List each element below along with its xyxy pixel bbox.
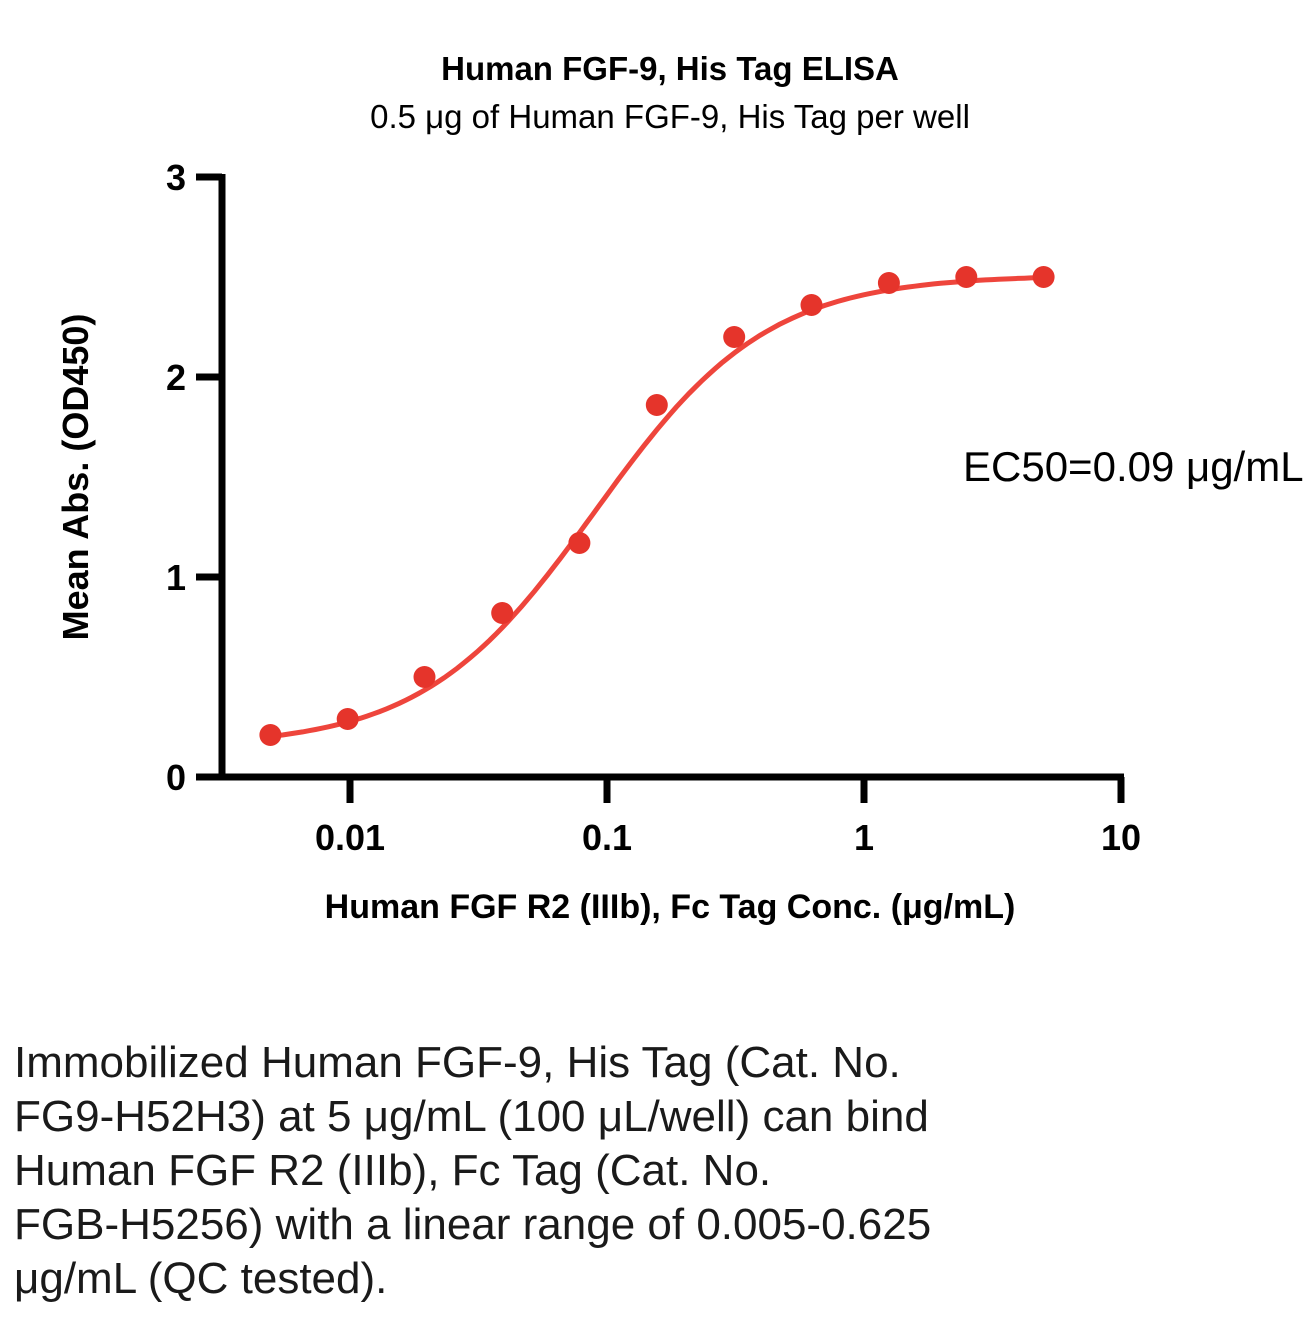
x-tick-label: 0.01 xyxy=(315,817,385,858)
x-tick-label: 0.1 xyxy=(582,817,632,858)
x-tick-label: 10 xyxy=(1101,817,1141,858)
data-point xyxy=(800,294,823,316)
data-point xyxy=(955,266,978,288)
data-point xyxy=(491,602,514,624)
data-point xyxy=(645,394,668,416)
description-line: μg/mL (QC tested). xyxy=(14,1254,388,1303)
data-point xyxy=(1032,266,1055,288)
data-point xyxy=(413,666,436,688)
description-line: Immobilized Human FGF-9, His Tag (Cat. N… xyxy=(14,1038,901,1087)
y-axis-title: Mean Abs. (OD450) xyxy=(55,313,96,641)
description-line: Human FGF R2 (IIIb), Fc Tag (Cat. No. xyxy=(14,1146,772,1195)
fit-curve xyxy=(267,275,1047,739)
description-paragraph: Immobilized Human FGF-9, His Tag (Cat. N… xyxy=(14,1036,931,1306)
x-axis-title: Human FGF R2 (IIIb), Fc Tag Conc. (μg/mL… xyxy=(324,888,1016,926)
y-tick-label: 2 xyxy=(166,357,186,398)
ec50-annotation: EC50=0.09 μg/mL xyxy=(963,443,1304,490)
y-tick-label: 0 xyxy=(166,757,186,798)
data-point xyxy=(259,724,282,746)
description-line: FG9-H52H3) at 5 μg/mL (100 μL/well) can … xyxy=(14,1092,929,1141)
data-point xyxy=(723,326,746,348)
x-tick-label: 1 xyxy=(854,817,874,858)
data-point xyxy=(877,272,900,294)
data-point xyxy=(336,708,359,730)
y-tick-label: 1 xyxy=(166,557,186,598)
chart-title: Human FGF-9, His Tag ELISA xyxy=(441,50,899,87)
data-point xyxy=(568,532,591,554)
chart-subtitle: 0.5 μg of Human FGF-9, His Tag per well xyxy=(370,98,970,135)
description-line: FGB-H5256) with a linear range of 0.005-… xyxy=(14,1200,932,1249)
y-tick-label: 3 xyxy=(166,157,186,198)
